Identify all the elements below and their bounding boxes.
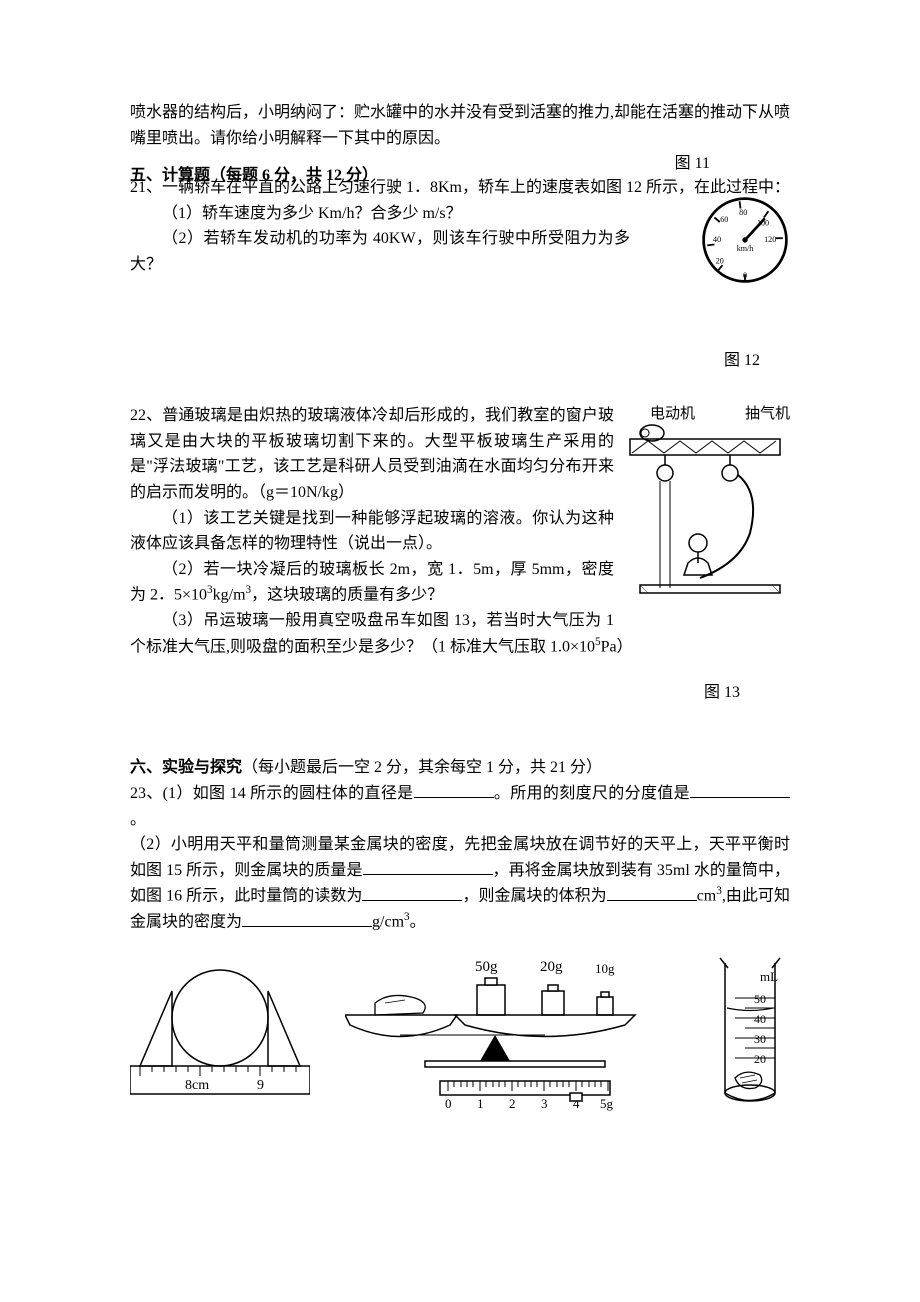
q22-sub3-a: （3）吊运玻璃一般用真空吸盘吊车如图 13，若当时大气压为 1 个标准大气压,则… xyxy=(130,612,614,655)
figure-12-speedometer: 0 20 40 60 80 100 120 km/h xyxy=(700,195,790,294)
svg-text:9: 9 xyxy=(257,1078,264,1093)
blank-volume[interactable] xyxy=(607,884,697,901)
intro-paragraph: 喷水器的结构后，小明纳闷了：贮水罐中的水并没有受到活塞的推力,却能在活塞的推动下… xyxy=(130,100,790,151)
svg-text:20: 20 xyxy=(754,1052,766,1066)
figure-13-crane: 电动机 抽气机 xyxy=(620,403,790,612)
q23-sub1-b: 。所用的刻度尺的分度值是 xyxy=(494,785,690,802)
svg-text:50g: 50g xyxy=(475,959,498,975)
svg-text:电动机: 电动机 xyxy=(650,405,695,422)
svg-text:60: 60 xyxy=(720,215,728,224)
section-6-points: （每小题最后一空 2 分，其余每空 1 分，共 21 分） xyxy=(242,759,602,776)
section-6-header: 六、实验与探究（每小题最后一空 2 分，其余每空 1 分，共 21 分） xyxy=(130,755,790,781)
q22-sub2-b: kg/m xyxy=(213,587,246,604)
svg-text:抽气机: 抽气机 xyxy=(745,405,790,422)
svg-text:120: 120 xyxy=(764,235,776,244)
section-5-title: 五、计算题（每题 6 分，共 12 分） xyxy=(130,163,378,189)
svg-text:km/h: km/h xyxy=(737,244,754,253)
svg-text:5g: 5g xyxy=(600,1096,614,1111)
svg-text:8cm: 8cm xyxy=(185,1078,209,1093)
q23-sub1: 23、(1）如图 14 所示的圆柱体的直径是 。所用的刻度尺的分度值是。 xyxy=(130,781,790,832)
svg-text:10g: 10g xyxy=(595,961,615,976)
svg-text:20g: 20g xyxy=(540,959,563,975)
blank-reading[interactable] xyxy=(362,884,462,901)
blank-division[interactable] xyxy=(690,781,790,798)
q21-sub2: （2）若轿车发动机的功率为 40KW，则该车行驶中所受阻力为多大？ xyxy=(130,226,630,277)
svg-text:0: 0 xyxy=(445,1096,452,1111)
figure-12-label: 图 12 xyxy=(130,348,790,374)
q22-sub2-c: ，这块玻璃的质量有多少？ xyxy=(251,587,443,604)
q22-sub3: （3）吊运玻璃一般用真空吸盘吊车如图 13，若当时大气压为 1 个标准大气压,则… xyxy=(130,608,790,660)
svg-text:1: 1 xyxy=(477,1096,484,1111)
svg-text:0: 0 xyxy=(743,271,747,280)
q23-sub2-c: ，则金属块的体积为 xyxy=(462,888,606,905)
svg-text:20: 20 xyxy=(716,256,724,265)
section-6-title: 六、实验与探究 xyxy=(130,759,242,776)
blank-density[interactable] xyxy=(242,910,372,927)
svg-text:50: 50 xyxy=(754,992,766,1006)
figure-11-label: 图 11 xyxy=(675,151,710,177)
q21-sub1: （1）轿车速度为多少 Km/h？合多少 m/s？ xyxy=(130,201,630,227)
svg-text:mL: mL xyxy=(760,969,778,984)
q23-sub1-a: 23、(1）如图 14 所示的圆柱体的直径是 xyxy=(130,785,414,802)
blank-diameter[interactable] xyxy=(414,781,494,798)
blank-mass[interactable] xyxy=(363,858,493,875)
figure-15-balance: 50g 20g 10g xyxy=(345,953,675,1122)
svg-text:40: 40 xyxy=(713,235,721,244)
q23-sub2: （2）小明用天平和量筒测量某金属块的密度，先把金属块放在调节好的天平上，天平平衡… xyxy=(130,832,790,935)
svg-text:80: 80 xyxy=(739,208,747,217)
q23-sub2-d: cm xyxy=(697,888,717,905)
figure-14-ruler: 8cm 9 xyxy=(130,963,310,1122)
q23-sub2-g: 。 xyxy=(410,914,426,931)
figure-13-label: 图 13 xyxy=(130,680,790,706)
svg-text:30: 30 xyxy=(754,1032,766,1046)
figure-16-cylinder: mL 50 40 30 20 xyxy=(710,953,790,1122)
svg-text:2: 2 xyxy=(509,1096,516,1111)
svg-text:3: 3 xyxy=(541,1096,548,1111)
q23-sub2-f: g/cm xyxy=(372,914,404,931)
q22-sub3-b: Pa） xyxy=(601,638,633,655)
svg-text:40: 40 xyxy=(754,1012,766,1026)
q23-sub1-c: 。 xyxy=(130,811,146,828)
